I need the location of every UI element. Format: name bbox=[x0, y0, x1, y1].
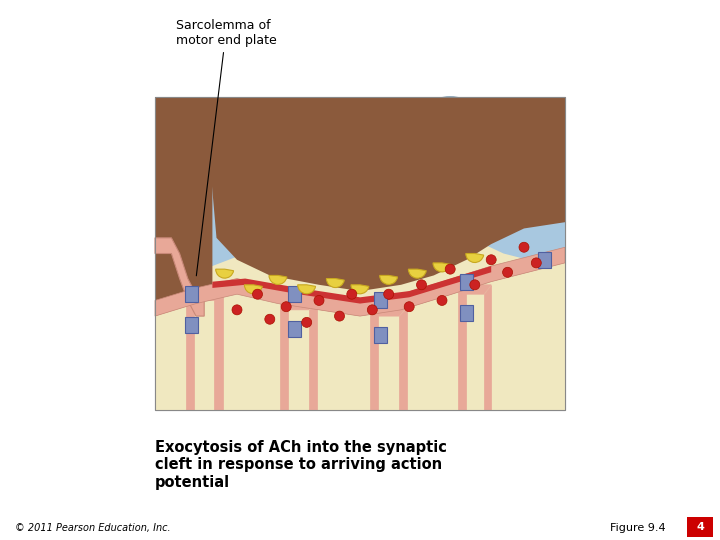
Circle shape bbox=[428, 176, 440, 188]
Polygon shape bbox=[459, 285, 491, 294]
Circle shape bbox=[282, 302, 291, 312]
Circle shape bbox=[384, 289, 394, 299]
Circle shape bbox=[274, 177, 287, 189]
Polygon shape bbox=[155, 253, 565, 410]
Polygon shape bbox=[155, 247, 565, 316]
Circle shape bbox=[221, 120, 351, 249]
Polygon shape bbox=[155, 97, 565, 285]
FancyBboxPatch shape bbox=[374, 327, 387, 343]
FancyBboxPatch shape bbox=[186, 318, 199, 334]
Circle shape bbox=[367, 305, 377, 315]
Circle shape bbox=[503, 267, 513, 277]
Circle shape bbox=[259, 155, 271, 167]
Polygon shape bbox=[309, 300, 317, 410]
Polygon shape bbox=[155, 97, 565, 410]
Circle shape bbox=[531, 258, 541, 268]
Circle shape bbox=[486, 255, 496, 265]
Circle shape bbox=[335, 311, 344, 321]
Circle shape bbox=[382, 98, 518, 234]
Circle shape bbox=[395, 110, 506, 221]
Wedge shape bbox=[379, 275, 397, 285]
Circle shape bbox=[472, 137, 485, 149]
Polygon shape bbox=[399, 307, 407, 410]
Polygon shape bbox=[155, 97, 565, 291]
FancyBboxPatch shape bbox=[460, 274, 473, 289]
Circle shape bbox=[445, 264, 455, 274]
Circle shape bbox=[233, 131, 340, 238]
Circle shape bbox=[264, 141, 276, 154]
Wedge shape bbox=[244, 285, 262, 294]
Circle shape bbox=[265, 314, 275, 324]
Circle shape bbox=[282, 182, 294, 194]
Polygon shape bbox=[484, 285, 491, 410]
Polygon shape bbox=[370, 307, 407, 316]
Text: © 2011 Pearson Education, Inc.: © 2011 Pearson Education, Inc. bbox=[15, 523, 171, 533]
Text: Figure 9.4: Figure 9.4 bbox=[610, 523, 665, 533]
Text: Sarcolemma of
motor end plate: Sarcolemma of motor end plate bbox=[176, 19, 276, 276]
Wedge shape bbox=[297, 285, 315, 294]
Circle shape bbox=[445, 171, 457, 183]
Circle shape bbox=[470, 127, 482, 139]
Circle shape bbox=[410, 139, 423, 151]
Polygon shape bbox=[155, 238, 204, 316]
Wedge shape bbox=[351, 285, 369, 294]
Circle shape bbox=[440, 191, 451, 204]
Circle shape bbox=[232, 305, 242, 315]
Polygon shape bbox=[186, 291, 194, 410]
Circle shape bbox=[404, 302, 414, 312]
Polygon shape bbox=[280, 300, 317, 310]
Polygon shape bbox=[459, 285, 466, 410]
Circle shape bbox=[253, 289, 263, 299]
FancyBboxPatch shape bbox=[687, 517, 713, 537]
FancyBboxPatch shape bbox=[288, 321, 301, 336]
Circle shape bbox=[416, 280, 426, 290]
Text: 4: 4 bbox=[696, 522, 704, 532]
Polygon shape bbox=[212, 266, 491, 303]
Wedge shape bbox=[466, 253, 484, 262]
Circle shape bbox=[470, 280, 480, 290]
Wedge shape bbox=[269, 275, 287, 285]
Circle shape bbox=[437, 157, 449, 169]
Circle shape bbox=[290, 155, 302, 167]
Circle shape bbox=[519, 242, 529, 252]
Polygon shape bbox=[370, 307, 379, 410]
Circle shape bbox=[302, 318, 312, 327]
Circle shape bbox=[314, 295, 324, 306]
FancyBboxPatch shape bbox=[538, 252, 551, 268]
Polygon shape bbox=[186, 291, 222, 300]
Circle shape bbox=[260, 199, 272, 211]
Polygon shape bbox=[155, 97, 212, 316]
Text: Exocytosis of ACh into the synaptic
cleft in response to arriving action
potenti: Exocytosis of ACh into the synaptic clef… bbox=[155, 440, 447, 490]
Polygon shape bbox=[215, 291, 222, 410]
Circle shape bbox=[444, 158, 456, 170]
Circle shape bbox=[307, 164, 318, 176]
Circle shape bbox=[439, 153, 451, 165]
FancyBboxPatch shape bbox=[374, 293, 387, 308]
Polygon shape bbox=[155, 253, 565, 316]
Circle shape bbox=[280, 178, 292, 190]
FancyBboxPatch shape bbox=[288, 286, 301, 302]
Circle shape bbox=[452, 123, 464, 135]
Circle shape bbox=[469, 182, 481, 194]
Circle shape bbox=[290, 209, 302, 221]
Polygon shape bbox=[280, 300, 288, 410]
Wedge shape bbox=[433, 263, 451, 272]
Circle shape bbox=[271, 179, 283, 191]
Circle shape bbox=[347, 289, 357, 299]
Wedge shape bbox=[408, 269, 426, 278]
FancyBboxPatch shape bbox=[460, 305, 473, 321]
Circle shape bbox=[474, 167, 486, 179]
Circle shape bbox=[302, 179, 314, 191]
FancyBboxPatch shape bbox=[186, 286, 199, 302]
Wedge shape bbox=[216, 269, 233, 278]
Wedge shape bbox=[326, 279, 344, 287]
Circle shape bbox=[278, 166, 290, 179]
Circle shape bbox=[437, 295, 447, 306]
